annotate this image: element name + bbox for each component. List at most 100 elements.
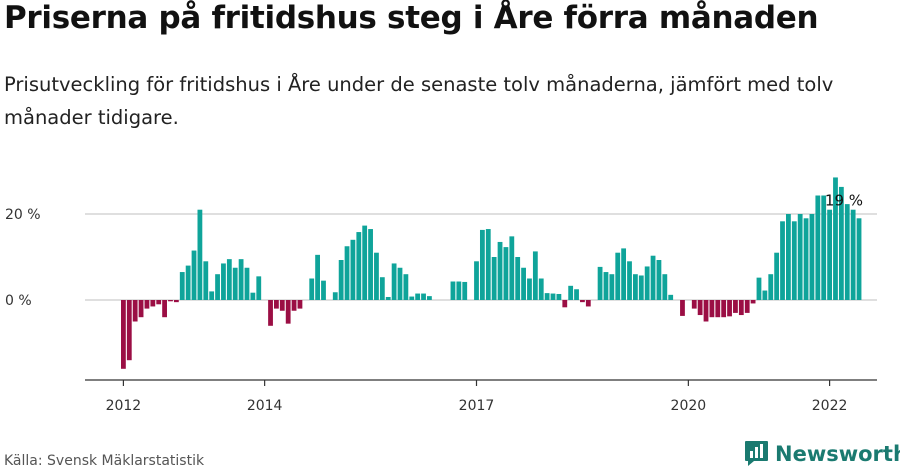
bar [715, 300, 721, 318]
bar [527, 278, 532, 300]
bar [456, 281, 462, 300]
bar [132, 300, 138, 322]
bar [774, 252, 780, 300]
bar [356, 232, 362, 300]
source-note: Källa: Svensk Mäklarstatistik [4, 453, 205, 469]
bar [515, 257, 521, 300]
y-tick-label: 20 % [5, 207, 41, 223]
x-tick-label: 2022 [812, 398, 848, 414]
x-tick-label: 2012 [106, 398, 142, 414]
bar [638, 275, 644, 300]
bar [803, 218, 809, 300]
bar [856, 218, 862, 300]
bar [203, 261, 209, 300]
bar [850, 209, 856, 300]
bar [603, 272, 609, 300]
bar [697, 300, 703, 316]
bar [750, 300, 756, 304]
y-tick-label: 0 % [5, 293, 32, 309]
bar [786, 214, 791, 300]
bar [427, 296, 432, 300]
bar [321, 280, 326, 300]
bar [450, 281, 456, 300]
bar [721, 300, 727, 318]
bar [256, 276, 262, 300]
bar [644, 266, 650, 300]
bar [503, 247, 509, 300]
bar [215, 274, 220, 300]
bar [238, 259, 244, 300]
bar [691, 300, 697, 309]
bar [168, 300, 173, 302]
bar [627, 261, 632, 300]
last-value-label: 19 % [825, 191, 863, 209]
bar [521, 267, 526, 300]
bar [703, 300, 709, 322]
bar [838, 186, 844, 300]
bar [791, 221, 797, 300]
bar [121, 300, 126, 369]
bar [156, 300, 162, 305]
x-axis: 2012 2014 2017 2020 2022 [85, 379, 877, 414]
bar [285, 300, 291, 324]
bar [497, 241, 503, 300]
bar [274, 300, 279, 309]
bar [144, 300, 150, 309]
bar [474, 261, 479, 300]
bar [733, 300, 738, 313]
bar [568, 285, 574, 300]
bar [633, 274, 638, 300]
bar [597, 266, 603, 300]
bar [815, 195, 821, 300]
bar [279, 300, 285, 311]
bar [291, 300, 297, 311]
newsworthy-logo-icon [745, 441, 768, 466]
bar [844, 204, 850, 300]
bar [615, 252, 621, 300]
bar [509, 236, 515, 300]
bar [680, 300, 685, 316]
bar [821, 195, 827, 300]
bar [179, 272, 185, 300]
bars [121, 177, 862, 369]
bar [485, 229, 491, 300]
bar [338, 260, 344, 300]
bar [150, 300, 156, 307]
bar [409, 296, 415, 300]
bar [756, 277, 762, 300]
bar [532, 251, 538, 300]
bar [244, 267, 250, 300]
bar [403, 274, 409, 300]
bar [809, 214, 815, 300]
bar [362, 225, 368, 300]
bar [827, 209, 832, 300]
bar [656, 260, 662, 300]
bar [209, 291, 215, 300]
bar [662, 274, 668, 300]
bar [344, 246, 350, 300]
bar [391, 263, 397, 300]
bar [479, 229, 485, 300]
bar [462, 281, 468, 300]
bar [580, 300, 585, 303]
bar [368, 229, 373, 300]
bar [609, 274, 615, 300]
bar [780, 221, 785, 300]
brand-name: Newsworthy [775, 441, 900, 466]
brand-logo: Newsworthy [744, 440, 900, 467]
bar [556, 293, 562, 300]
bar [379, 277, 385, 300]
x-tick-label: 2020 [671, 398, 707, 414]
bar [350, 239, 356, 300]
bar [668, 294, 674, 300]
chart-title: Priserna på fritidshus steg i Åre förra … [4, 0, 819, 36]
bar [309, 278, 315, 300]
bar [315, 254, 320, 300]
bar [727, 300, 732, 317]
bar [574, 289, 579, 300]
x-tick-label: 2017 [459, 398, 495, 414]
bar [585, 300, 591, 307]
bar [197, 209, 203, 300]
bar [162, 300, 167, 318]
bar [768, 274, 774, 300]
